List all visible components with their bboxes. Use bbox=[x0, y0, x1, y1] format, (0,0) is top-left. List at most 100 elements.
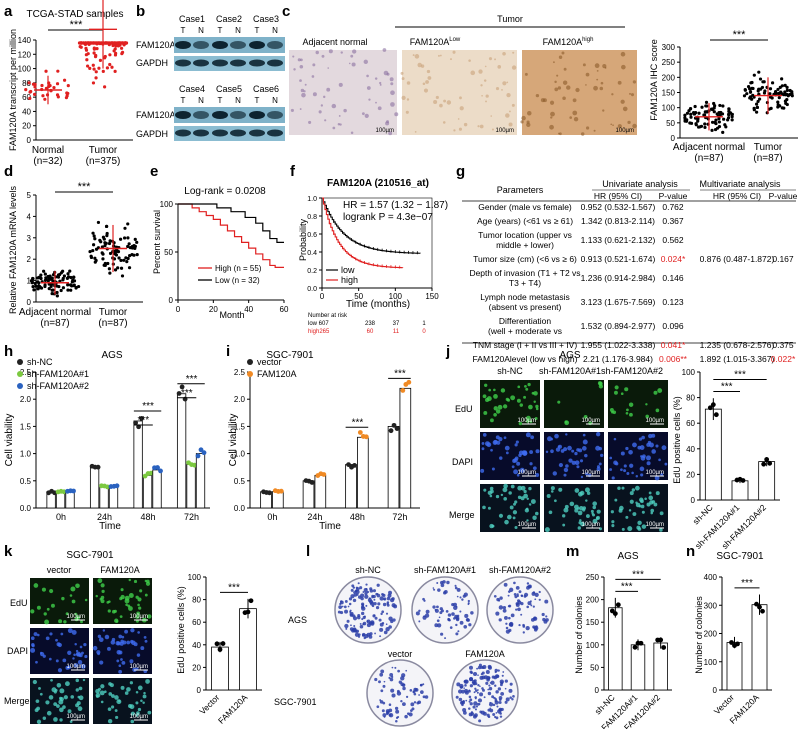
panel-c-dot bbox=[685, 118, 689, 122]
fluorescence-image bbox=[480, 432, 540, 480]
cell-nucleus bbox=[609, 408, 614, 412]
panel-a-dot bbox=[28, 96, 32, 100]
cell-nucleus bbox=[146, 579, 150, 584]
colony bbox=[509, 682, 513, 686]
panel-d-dot bbox=[89, 254, 93, 258]
panel-h-point bbox=[198, 447, 204, 453]
cell-nucleus bbox=[116, 699, 122, 705]
colony bbox=[466, 618, 470, 622]
scale-bar-label: 100µm bbox=[582, 470, 600, 476]
cell-nucleus bbox=[550, 449, 554, 454]
ihc-cell bbox=[569, 116, 573, 119]
panel-c-dot bbox=[780, 84, 784, 88]
cell-nucleus bbox=[513, 469, 519, 475]
colony bbox=[508, 688, 513, 693]
ihc-cell bbox=[459, 96, 462, 100]
panel-c-dot bbox=[748, 89, 753, 94]
colony bbox=[355, 589, 360, 595]
cell-nucleus bbox=[79, 645, 83, 649]
colony bbox=[363, 636, 367, 640]
cell-nucleus bbox=[596, 432, 601, 437]
colony bbox=[424, 695, 429, 699]
blot-strip bbox=[174, 107, 285, 123]
scale-bar-label: 100µm bbox=[582, 522, 600, 528]
cell-nucleus bbox=[576, 448, 580, 452]
colony bbox=[476, 691, 479, 694]
ihc-cell bbox=[511, 103, 515, 107]
cell-nucleus bbox=[50, 603, 55, 608]
panel-d-n-1: (n=87) bbox=[98, 318, 127, 329]
cell-nucleus bbox=[529, 420, 533, 423]
colony bbox=[376, 705, 380, 709]
panel-a-dot bbox=[84, 53, 88, 57]
ihc-cell bbox=[312, 63, 316, 67]
colony bbox=[463, 679, 468, 684]
cell-nucleus bbox=[145, 679, 150, 684]
panel-c-dot bbox=[755, 110, 759, 114]
colony bbox=[479, 675, 484, 680]
panel-d-dot bbox=[119, 266, 124, 270]
cell-nucleus bbox=[137, 597, 142, 602]
ihc-cell bbox=[497, 65, 502, 69]
colony bbox=[541, 612, 545, 617]
colony bbox=[357, 582, 360, 585]
cell-nucleus bbox=[514, 500, 518, 504]
colony bbox=[477, 684, 480, 687]
cell-nucleus bbox=[488, 388, 492, 392]
panel-f-legend-high: high bbox=[341, 275, 358, 285]
panel-i-y-tick-label: 1.5 bbox=[234, 422, 246, 431]
panel-h-sig: *** bbox=[137, 415, 149, 426]
panel-h-ylabel: Cell viability bbox=[4, 414, 15, 467]
colony bbox=[392, 618, 396, 622]
panel-m-sig: *** bbox=[621, 581, 633, 592]
colony bbox=[414, 687, 419, 692]
panel-f-risk-title: Number at risk bbox=[308, 313, 348, 319]
colony bbox=[462, 710, 467, 715]
colony bbox=[444, 637, 447, 640]
panel-i-y-tick-label: 2.5 bbox=[234, 368, 246, 377]
cell-nucleus bbox=[590, 509, 594, 513]
panel-d-dot bbox=[133, 246, 137, 250]
cell-nucleus bbox=[136, 653, 141, 657]
colony bbox=[474, 697, 477, 700]
table-row-multi-hr: 1.892 (1.015-3.367) bbox=[700, 354, 775, 364]
cell-nucleus bbox=[500, 493, 504, 497]
colony bbox=[524, 592, 529, 597]
cell-nucleus bbox=[140, 646, 145, 651]
colony bbox=[499, 596, 503, 600]
cell-nucleus bbox=[99, 597, 103, 601]
panel-e-series-high bbox=[178, 203, 284, 268]
panel-b-case-4: Case4 bbox=[179, 84, 205, 94]
colony bbox=[424, 613, 430, 618]
ihc-cell bbox=[511, 65, 517, 70]
cell-nucleus bbox=[75, 688, 79, 692]
panel-i-y-tick-label: 0.5 bbox=[234, 477, 246, 486]
scale-bar-label: 100µm bbox=[67, 614, 85, 620]
colony bbox=[517, 599, 521, 603]
ihc-cell bbox=[406, 98, 410, 101]
ihc-cell bbox=[585, 84, 587, 86]
colony bbox=[348, 602, 352, 606]
blot-strip bbox=[174, 37, 285, 53]
cell-nucleus bbox=[631, 488, 636, 492]
ihc-cell bbox=[512, 51, 515, 54]
cell-nucleus bbox=[40, 652, 45, 657]
scale-bar-label: 100µm bbox=[582, 418, 600, 424]
panel-n-point bbox=[729, 640, 734, 645]
cell-nucleus bbox=[124, 629, 129, 634]
panel-d-dot bbox=[61, 278, 65, 282]
colony bbox=[504, 700, 508, 704]
panel-c-dot bbox=[721, 130, 725, 134]
panel-h-title: AGS bbox=[101, 350, 122, 361]
cell-nucleus bbox=[639, 466, 645, 472]
table-row-param: Tumor location (upper vs bbox=[478, 230, 572, 240]
ihc-cell bbox=[610, 123, 613, 126]
panel-i-legend-label: FAM120A bbox=[257, 369, 297, 379]
ihc-cell bbox=[509, 110, 511, 113]
cell-nucleus bbox=[534, 417, 538, 421]
panel-k-col-0: vector bbox=[47, 565, 72, 575]
cell-nucleus bbox=[651, 449, 656, 454]
cell-nucleus bbox=[512, 510, 518, 515]
band-gapdh bbox=[175, 59, 191, 67]
colony bbox=[412, 691, 415, 693]
